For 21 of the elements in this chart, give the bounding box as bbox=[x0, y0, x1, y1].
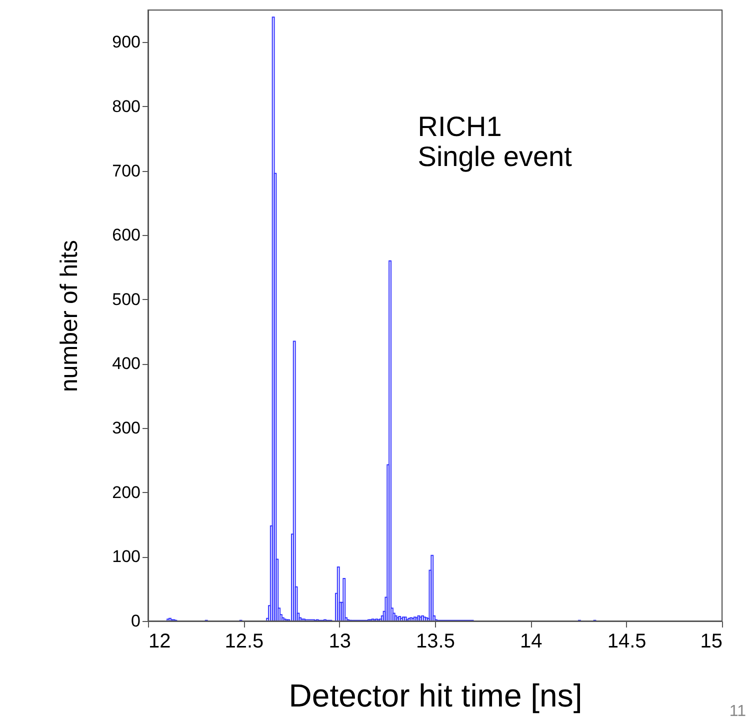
y-tick-label: 800 bbox=[112, 96, 140, 116]
y-tick-label: 400 bbox=[112, 354, 140, 374]
x-axis-title: Detector hit time [ns] bbox=[288, 678, 582, 714]
annotation: RICH1 Single event bbox=[418, 110, 572, 172]
y-tick-label: 0 bbox=[131, 612, 140, 630]
y-axis-title: number of hits bbox=[56, 240, 84, 392]
x-tick-label: 15 bbox=[700, 630, 722, 652]
y-tick-label: 900 bbox=[112, 32, 140, 52]
x-tick-label: 12.5 bbox=[224, 630, 264, 652]
y-tick-label: 300 bbox=[112, 418, 140, 438]
y-tick-label: 100 bbox=[112, 547, 140, 566]
x-tick-label: 14.5 bbox=[607, 630, 646, 652]
x-tick-label: 14 bbox=[520, 630, 542, 652]
x-tick-label: 13 bbox=[328, 630, 351, 652]
y-tick-label: 600 bbox=[112, 226, 140, 245]
x-tick-label: 12 bbox=[148, 630, 171, 652]
text: 11 bbox=[729, 703, 746, 717]
y-tick-label: 700 bbox=[112, 161, 140, 180]
y-tick-label: 500 bbox=[112, 290, 140, 309]
y-tick-label: 200 bbox=[112, 482, 140, 502]
x-tick-label: 13.5 bbox=[416, 630, 455, 652]
